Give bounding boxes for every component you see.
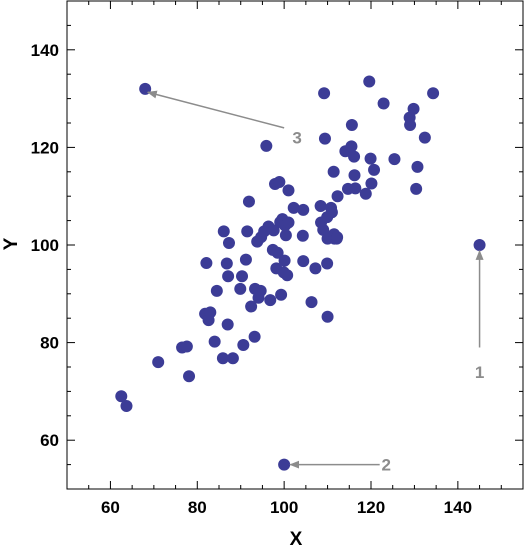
data-point (281, 269, 294, 282)
data-point (237, 339, 250, 352)
data-point (363, 75, 376, 88)
data-point (287, 201, 300, 214)
data-point (278, 458, 291, 471)
y-tick-label: 100 (31, 236, 59, 255)
data-point (365, 177, 378, 190)
data-point (241, 225, 254, 238)
data-point (115, 390, 128, 403)
x-tick-label: 100 (270, 498, 298, 517)
data-point (305, 296, 318, 309)
data-point (216, 352, 229, 365)
data-point (239, 253, 252, 266)
data-point (245, 300, 258, 313)
annotations: 3 1 2 (146, 90, 484, 475)
data-point (282, 184, 295, 197)
data-point (152, 356, 165, 369)
data-point (220, 257, 233, 270)
data-point (318, 132, 331, 145)
data-point (388, 153, 401, 166)
annotation-label: 3 (292, 129, 301, 148)
data-point (273, 176, 286, 189)
data-point (321, 310, 334, 323)
data-point (345, 140, 358, 153)
data-point (331, 231, 344, 244)
data-point (222, 270, 235, 283)
data-point (236, 270, 249, 283)
data-point (377, 97, 390, 110)
x-tick-label: 80 (188, 498, 207, 517)
data-point (309, 262, 322, 275)
data-point (183, 370, 196, 383)
data-points (115, 75, 486, 471)
data-point (222, 237, 235, 250)
data-point (348, 150, 361, 163)
axis-ticks: 60 80 100 120 140 60 80 100 120 140 (31, 0, 524, 517)
y-tick-label: 120 (31, 138, 59, 157)
data-point (242, 195, 255, 208)
data-point (297, 255, 310, 268)
data-point (427, 87, 440, 100)
data-point (364, 152, 377, 165)
data-point (327, 165, 340, 178)
data-point (248, 330, 261, 343)
data-point (264, 294, 277, 307)
data-point (418, 131, 431, 144)
data-point (278, 254, 291, 267)
y-tick-label: 60 (40, 431, 59, 450)
data-point (404, 118, 417, 131)
data-point (217, 225, 230, 238)
data-point (359, 187, 372, 200)
plot-frame (66, 0, 524, 490)
data-point (410, 182, 423, 195)
data-point (208, 335, 221, 348)
x-tick-label: 60 (101, 498, 120, 517)
data-point (267, 224, 280, 237)
data-point (271, 246, 284, 259)
data-point (407, 102, 420, 115)
data-point (120, 400, 133, 413)
data-point (254, 284, 267, 297)
data-point (279, 229, 292, 242)
data-point (282, 216, 295, 229)
annotation-label: 1 (475, 363, 484, 382)
y-axis-label: Y (1, 237, 22, 250)
data-point (368, 163, 381, 176)
data-point (331, 190, 344, 203)
data-point (296, 229, 309, 242)
data-point (349, 182, 362, 195)
data-point (314, 199, 327, 212)
x-tick-label: 140 (444, 498, 472, 517)
data-point (200, 257, 213, 270)
data-point (180, 340, 193, 353)
x-tick-label: 120 (357, 498, 385, 517)
data-point (234, 282, 247, 295)
annotation-label: 2 (381, 456, 390, 475)
data-point (348, 169, 361, 182)
data-point (260, 139, 273, 152)
data-point (210, 284, 223, 297)
data-point (411, 160, 424, 173)
data-point (321, 257, 334, 270)
data-point (297, 203, 310, 216)
data-point (221, 318, 234, 331)
data-point (318, 87, 331, 100)
data-point (204, 306, 217, 319)
x-axis-label: X (290, 529, 303, 550)
data-point (325, 206, 338, 219)
annotation-arrow (146, 90, 285, 129)
data-point (275, 288, 288, 301)
data-point (226, 352, 239, 365)
y-tick-label: 80 (40, 334, 59, 353)
data-point (473, 239, 486, 251)
data-point (345, 118, 358, 131)
y-tick-label: 140 (31, 41, 59, 60)
